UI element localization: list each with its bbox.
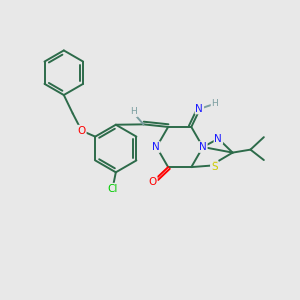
Text: Cl: Cl [108, 184, 118, 194]
Text: H: H [130, 107, 137, 116]
Text: N: N [214, 134, 222, 144]
Text: S: S [212, 162, 218, 172]
Text: N: N [152, 142, 160, 152]
Text: S: S [211, 160, 217, 171]
Text: H: H [212, 99, 218, 108]
Text: N: N [199, 142, 207, 152]
Text: O: O [77, 126, 86, 136]
Text: N: N [196, 103, 203, 113]
Text: O: O [148, 177, 157, 187]
